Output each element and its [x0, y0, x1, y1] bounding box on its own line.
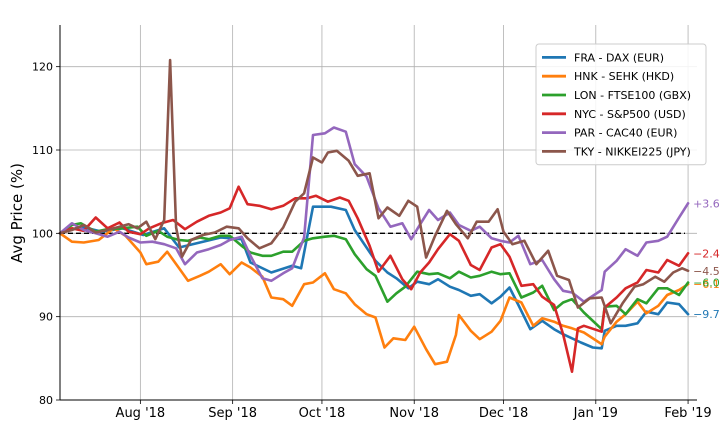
legend-entry: FRA - DAX (EUR) [574, 51, 664, 64]
end-value-label: −6.0% [693, 277, 720, 290]
series-line-0 [58, 205, 690, 350]
x-tick-label: Aug '18 [116, 406, 166, 421]
end-value-label: −9.7% [693, 308, 720, 321]
y-tick-label: 100 [32, 227, 53, 240]
series-lines [58, 58, 690, 374]
y-tick-label: 80 [39, 394, 53, 407]
end-value-labels: −9.7% −6.1%−6.0% −2.4% +3.6% −4.5% [693, 197, 720, 321]
tick-labels: 80 90 100 110 120 Aug '18 Sep '18 Oct '18 Nov '1… [32, 61, 712, 421]
y-tick-label: 90 [39, 311, 53, 324]
y-axis-label: Avg Price (%) [8, 163, 26, 263]
y-tick-label: 120 [32, 61, 53, 74]
x-tick-label: Dec '18 [479, 406, 528, 421]
series-line-3 [58, 185, 690, 374]
x-tick-label: Feb '19 [664, 406, 711, 421]
legend-entry: TKY - NIKKEI225 (JPY) [573, 145, 691, 158]
series-line-1 [58, 227, 690, 366]
end-value-label: −2.4% [693, 247, 720, 260]
x-tick-label: Oct '18 [299, 406, 346, 421]
x-tick-label: Nov '18 [389, 406, 439, 421]
end-value-label: −6.1% [693, 278, 720, 291]
legend-entry: LON - FTSE100 (GBX) [574, 89, 691, 102]
x-tick-label: Sep '18 [208, 406, 257, 421]
legend-box [535, 43, 707, 166]
series-line-5 [58, 58, 690, 325]
legend-entry: HNK - SEHK (HKD) [574, 70, 674, 83]
legend-entry: PAR - CAC40 (EUR) [574, 127, 677, 140]
legend: FRA - DAX (EUR) HNK - SEHK (HKD) LON - FTS… [535, 43, 707, 166]
x-tick-label: Jan '19 [573, 406, 618, 421]
axes [56, 25, 697, 404]
y-tick-label: 110 [32, 144, 53, 157]
legend-entry: NYC - S&P500 (USD) [574, 108, 686, 121]
series-line-2 [58, 222, 690, 331]
end-value-label: +3.6% [693, 197, 720, 210]
end-value-label: −4.5% [693, 265, 720, 278]
